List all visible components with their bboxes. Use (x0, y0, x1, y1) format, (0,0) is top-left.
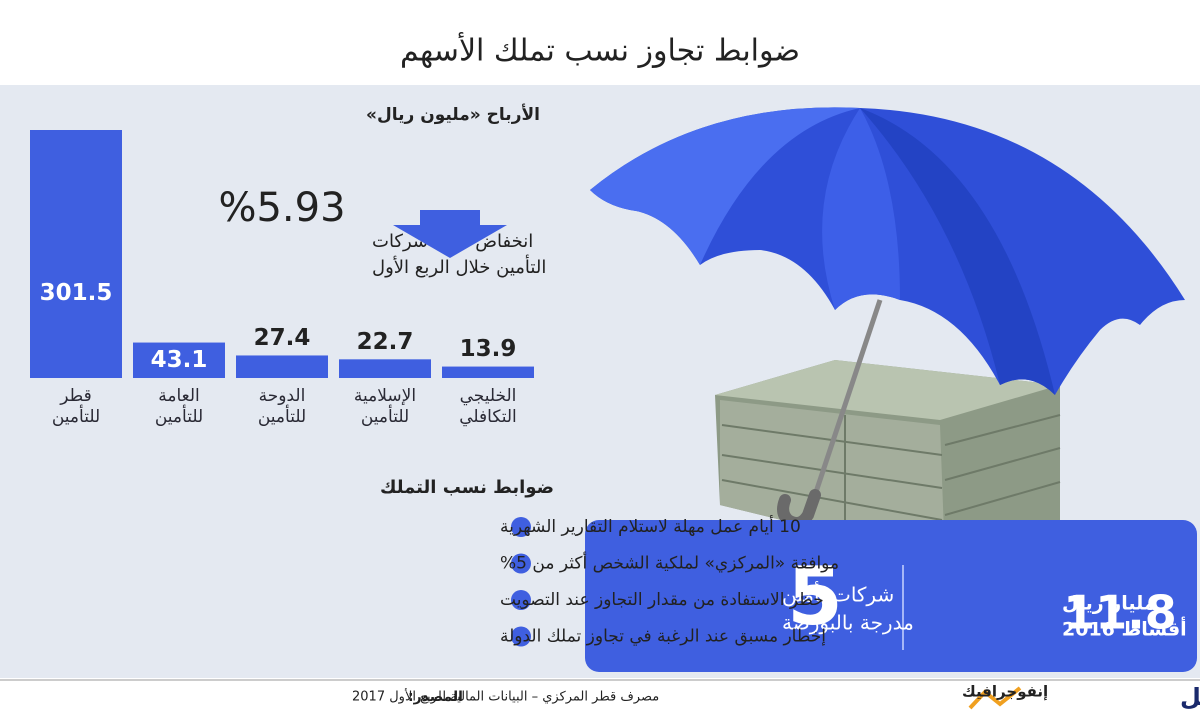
brand: لوسيل (1180, 683, 1200, 711)
value-label: 13.9 (460, 336, 517, 362)
stat-text: شركات تأمين (782, 581, 894, 607)
rules-list: 10 أيام عمل مهلة لاستلام التقارير الشهري… (500, 515, 839, 647)
value-label: 43.1 (151, 347, 208, 373)
stat-text: مليار ريال (1062, 593, 1156, 615)
value-label: 22.7 (357, 329, 414, 355)
bar (442, 366, 534, 378)
stat-figure: 11.8 (1063, 586, 1177, 640)
bar (339, 359, 431, 378)
bar (236, 355, 328, 378)
title: ضوابط تجاوز نسب تملك الأسهم (400, 31, 800, 69)
stat-text: مدرجة بالبورصة (782, 611, 914, 635)
category-label: العامة للتأمين (154, 386, 204, 427)
bullet (511, 626, 531, 647)
decline-figure: %5.93 (218, 185, 345, 231)
down-arrow (393, 210, 507, 258)
rule-text: إخطار مسبق عند الرغبة في تجاوز تملك الدو… (500, 627, 826, 647)
stat-text: أقساط 2016 (1062, 617, 1187, 641)
source-label: المصدر: (408, 689, 463, 705)
decline-text: التأمين خلال الربع الأول (372, 254, 546, 278)
source: مصرف قطر المركزي – البيانات المالية للرب… (352, 688, 659, 705)
category-label: الخليجي التكافلي (459, 386, 517, 427)
chart-title: الأرباح «مليون ريال» (366, 104, 540, 125)
brand-section: إنفوجرافيك (962, 683, 1048, 701)
bar (133, 342, 225, 378)
rule-text: حظر الاستفادة من مقدار التجاوز عند التصو… (500, 590, 824, 610)
rule-text: موافقة «المركزي» لملكية الشخص أكثر من 5% (500, 552, 839, 574)
rule-text: 10 أيام عمل مهلة لاستلام التقارير الشهري… (500, 515, 801, 537)
bullet (511, 517, 531, 537)
value-label: 27.4 (254, 325, 311, 351)
stats-panel (585, 520, 1197, 672)
category-label: الإسلامية للتأمين (353, 386, 417, 427)
category-label: قطر للتأمين (51, 386, 101, 427)
umbrella-illustration (590, 107, 1185, 560)
bullet (511, 553, 531, 574)
bar (30, 130, 122, 378)
bullet (511, 590, 531, 610)
value-label: 301.5 (40, 280, 113, 306)
brand-mark (968, 686, 1022, 710)
stat-figure: 5 (787, 550, 843, 643)
rules-heading: ضوابط نسب التملك (380, 477, 554, 498)
category-label: الدوحة للتأمين (257, 386, 307, 427)
